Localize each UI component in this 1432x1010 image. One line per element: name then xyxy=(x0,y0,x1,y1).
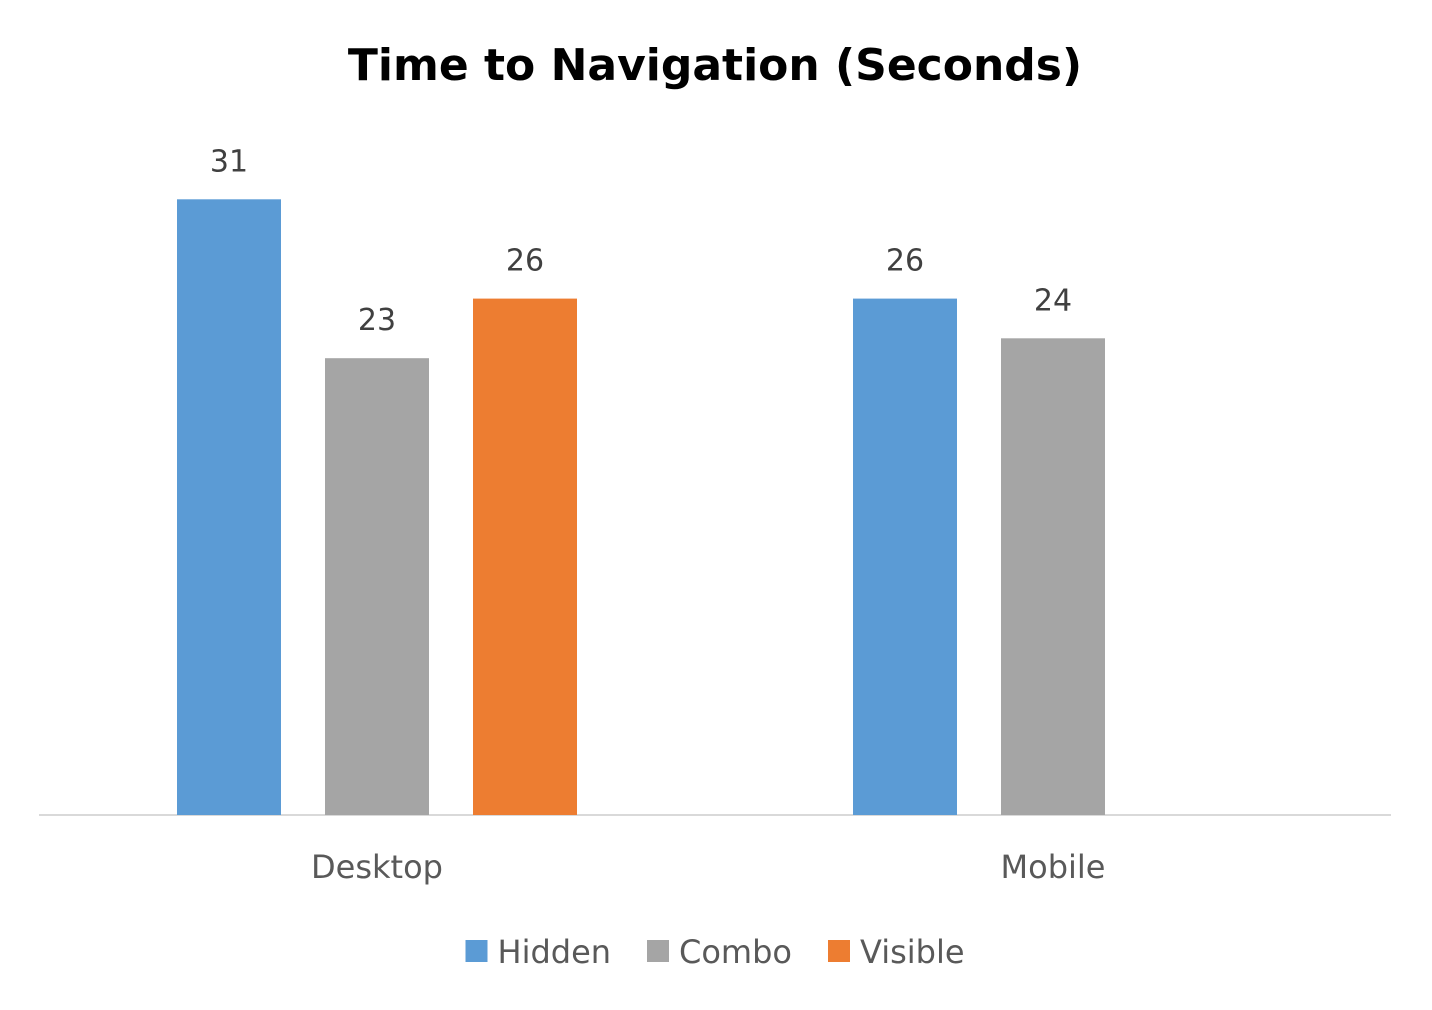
bar-combo-desktop xyxy=(325,358,429,815)
bar-hidden-desktop xyxy=(177,199,281,816)
category-labels-layer: Desktop Mobile xyxy=(311,848,1105,886)
legend: Hidden Combo Visible xyxy=(465,933,965,971)
data-label-combo-mobile: 24 xyxy=(1034,283,1072,318)
data-label-hidden-desktop: 31 xyxy=(210,144,248,179)
legend-label-visible: Visible xyxy=(860,933,965,971)
bars-layer xyxy=(177,199,1105,816)
legend-swatch-combo xyxy=(647,940,669,962)
bar-hidden-mobile xyxy=(853,298,957,816)
data-label-hidden-mobile: 26 xyxy=(886,244,924,279)
bar-combo-mobile xyxy=(1001,338,1105,815)
data-label-visible-desktop: 26 xyxy=(506,244,544,279)
legend-swatch-visible xyxy=(828,940,850,962)
category-label-mobile: Mobile xyxy=(1001,848,1106,886)
chart-title: Time to Navigation (Seconds) xyxy=(348,40,1082,91)
data-labels-layer: 31 23 26 26 24 xyxy=(210,144,1072,338)
data-label-combo-desktop: 23 xyxy=(358,303,396,338)
legend-label-hidden: Hidden xyxy=(498,933,612,971)
bar-visible-desktop xyxy=(473,298,577,816)
legend-item-combo: Combo xyxy=(647,933,792,971)
category-label-desktop: Desktop xyxy=(311,848,443,886)
legend-item-visible: Visible xyxy=(828,933,965,971)
legend-item-hidden: Hidden xyxy=(465,933,612,971)
legend-swatch-hidden xyxy=(465,940,488,962)
legend-label-combo: Combo xyxy=(679,933,792,971)
